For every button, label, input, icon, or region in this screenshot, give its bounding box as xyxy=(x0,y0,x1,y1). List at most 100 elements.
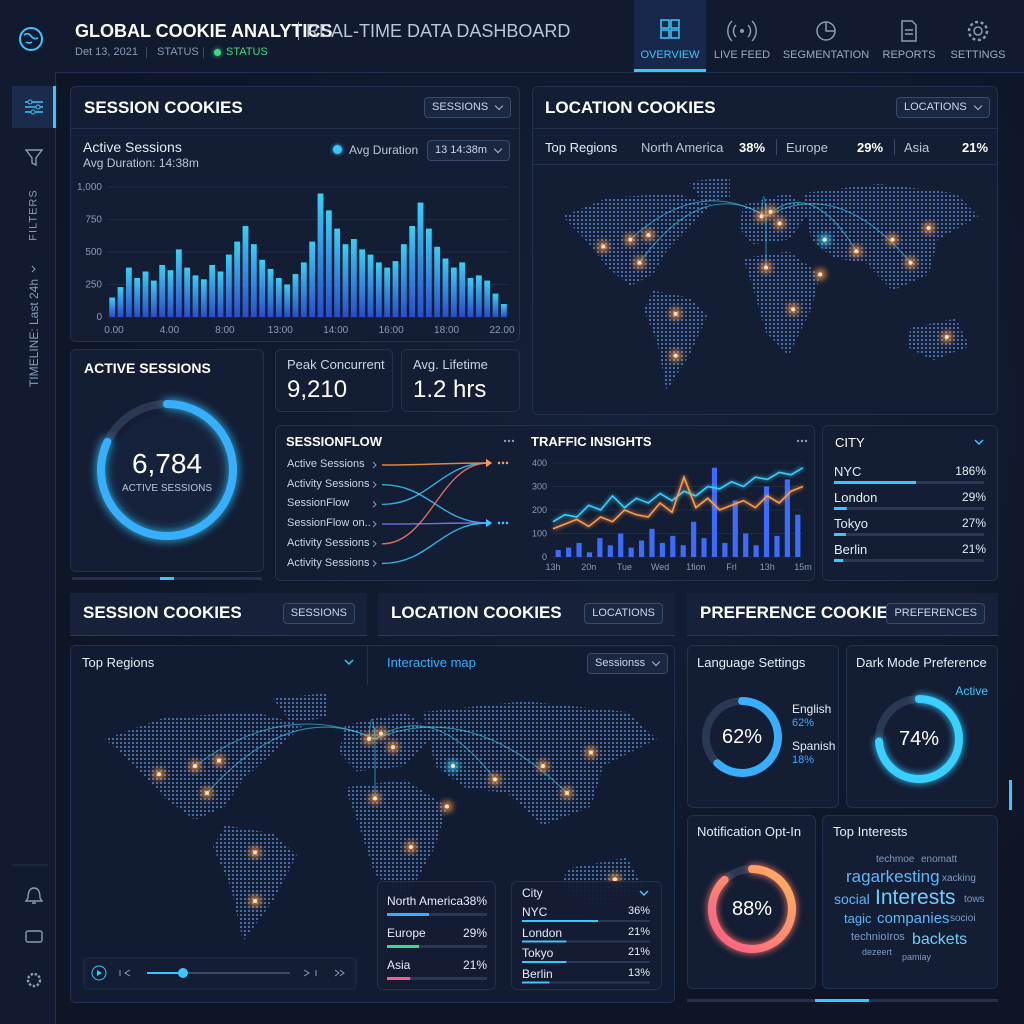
nav-item[interactable]: LIVE FEED xyxy=(713,49,771,61)
donut-label: 88% xyxy=(731,898,773,920)
card-title: Top Interests xyxy=(833,824,908,839)
panel-title: ACTIVE SESSIONS xyxy=(84,360,211,376)
nav-icon xyxy=(670,29,680,39)
y-tick-label: 250 xyxy=(85,280,102,291)
bar xyxy=(109,297,116,317)
city-dot xyxy=(367,737,371,741)
app-title: GLOBAL COOKIE ANALYTICS xyxy=(75,21,333,41)
bar xyxy=(492,293,499,317)
sidebar-icons xyxy=(12,99,48,988)
divider xyxy=(203,47,204,58)
bar xyxy=(522,961,567,963)
city-dot xyxy=(628,237,633,242)
status-dot xyxy=(214,49,221,56)
bar xyxy=(342,244,349,317)
section-button[interactable]: LOCATIONS xyxy=(584,603,663,624)
active-ring xyxy=(72,400,262,580)
x-tick-label: 18:00 xyxy=(434,325,459,336)
region-name: Asia xyxy=(904,140,930,155)
nav-icon xyxy=(727,20,757,42)
bar xyxy=(834,481,916,484)
city-dot xyxy=(759,214,764,219)
bar xyxy=(284,284,291,317)
city-card xyxy=(511,881,662,990)
logo-globe xyxy=(19,27,43,51)
nav-item[interactable]: REPORTS xyxy=(882,49,936,61)
section-button[interactable]: PREFERENCES xyxy=(886,603,985,624)
icon-knob xyxy=(27,99,33,105)
flow-curve xyxy=(381,462,489,545)
bar xyxy=(522,920,598,922)
panel-title: LOCATION COOKIES xyxy=(545,98,716,117)
bar xyxy=(292,274,299,317)
bar xyxy=(325,210,332,317)
city-share: 13% xyxy=(627,966,650,979)
play-icon xyxy=(97,970,102,976)
bar xyxy=(576,542,582,557)
city-name: Tokyo xyxy=(834,516,868,531)
bar xyxy=(209,265,216,317)
status-label: STATUS xyxy=(157,46,199,58)
panel-title: TRAFFIC INSIGHTS xyxy=(531,434,652,449)
dropdown[interactable]: SESSIONS xyxy=(424,97,512,118)
flow-arrow xyxy=(486,519,492,527)
bar xyxy=(659,542,665,557)
ring-arc xyxy=(708,865,796,953)
select[interactable]: Sessionss xyxy=(587,653,669,674)
nav-icon xyxy=(660,29,670,39)
bar-track xyxy=(387,945,487,948)
x-tick-label: 1fion xyxy=(686,562,706,572)
card-title: City xyxy=(522,886,543,900)
section-button[interactable]: SESSIONS xyxy=(282,603,355,624)
city-dot xyxy=(601,244,606,249)
bar xyxy=(384,267,391,317)
bar xyxy=(259,259,266,317)
city-dot xyxy=(613,877,617,882)
filter-icon xyxy=(24,149,44,167)
bar xyxy=(250,244,257,317)
bar xyxy=(350,239,357,317)
x-tick-label: 13h xyxy=(545,562,560,572)
city-share: 186% xyxy=(955,464,986,478)
interest-word: techmoe xyxy=(876,854,915,865)
logo xyxy=(19,27,43,51)
chevron xyxy=(974,439,984,446)
dropdown[interactable]: LOCATIONS xyxy=(896,97,990,118)
bar xyxy=(234,241,241,317)
bar xyxy=(367,254,374,317)
interest-word: dezeert xyxy=(862,947,893,957)
bar xyxy=(442,258,449,317)
chevron xyxy=(31,265,36,273)
city-dot xyxy=(822,237,827,242)
bar xyxy=(475,275,482,317)
flow-chevron xyxy=(372,481,377,489)
y-tick-label: 300 xyxy=(532,482,547,492)
y-tick-label: 200 xyxy=(532,505,547,515)
city-dot xyxy=(253,899,257,903)
flow-chevron xyxy=(372,520,377,528)
bar xyxy=(387,977,411,980)
continent xyxy=(906,318,970,361)
bar xyxy=(555,549,561,557)
x-tick-label: 22.00 xyxy=(489,325,514,336)
nav-item[interactable]: SETTINGS xyxy=(950,49,1006,61)
metric-sub: Avg Duration: 14:38m xyxy=(83,156,199,170)
interest-word: enomatt xyxy=(921,854,958,865)
x-tick-label: 14:00 xyxy=(323,325,348,336)
city-share: 21% xyxy=(961,542,986,556)
nav-item[interactable]: SEGMENTATION xyxy=(782,49,870,61)
section-title: LOCATION COOKIES xyxy=(391,603,562,622)
bar xyxy=(142,271,149,317)
region-name: North America xyxy=(641,140,724,155)
section-title: SESSION COOKIES xyxy=(83,603,242,622)
city-dot xyxy=(944,335,949,340)
card-title: Dark Mode Preference xyxy=(856,655,987,670)
select[interactable]: 13 14:38m xyxy=(427,140,510,161)
bar xyxy=(649,528,655,557)
x-tick-label: Frl xyxy=(726,562,737,572)
nav-item[interactable]: OVERVIEW xyxy=(640,49,700,61)
bar xyxy=(150,280,157,317)
bar xyxy=(167,270,174,317)
